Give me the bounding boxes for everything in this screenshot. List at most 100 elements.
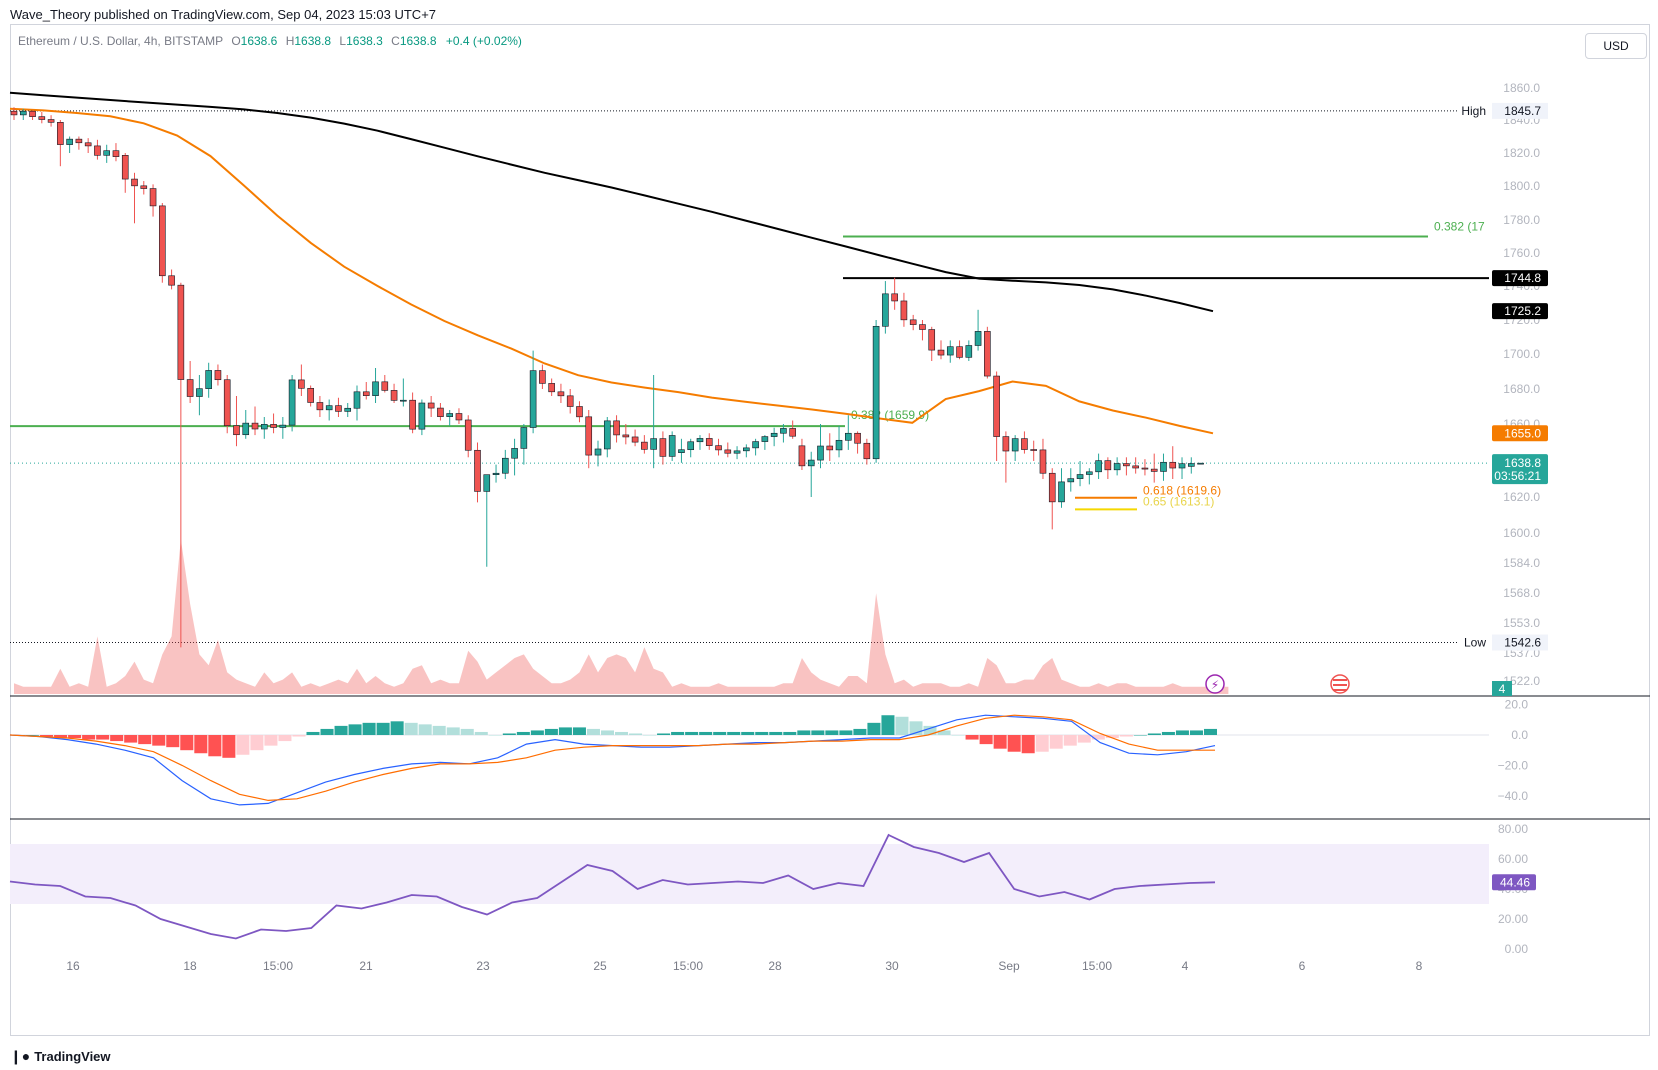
candle-body — [10, 110, 18, 116]
macd-histogram-bar — [516, 731, 530, 735]
candle-body — [1123, 463, 1130, 467]
macd-histogram-bar — [1147, 733, 1161, 735]
candle-body — [112, 150, 120, 157]
candle-body — [668, 435, 676, 457]
candle-body — [251, 422, 259, 430]
macd-histogram-bar — [1049, 735, 1063, 749]
macd-histogram-bar — [208, 735, 222, 757]
macd-histogram-bar — [811, 730, 825, 735]
macd-histogram-bar — [881, 715, 895, 735]
open-label: O — [231, 34, 241, 48]
macd-histogram-bar — [1105, 735, 1119, 739]
candle-body — [946, 346, 954, 356]
macd-histogram-bar — [152, 735, 166, 746]
candle-body — [724, 449, 732, 454]
candle-body — [1076, 474, 1084, 479]
time-tick-label: 6 — [1299, 959, 1306, 973]
candle-body — [956, 346, 963, 358]
us-flag-stripe — [1333, 679, 1347, 681]
macd-histogram-bar — [264, 735, 278, 746]
macd-histogram-bar — [1035, 735, 1049, 752]
footer-brand[interactable]: ❙● TradingView — [10, 1048, 111, 1065]
candle-body — [872, 325, 880, 460]
macd-histogram-bar — [292, 735, 306, 737]
macd-histogram-bar — [671, 731, 685, 735]
macd-histogram-bar — [1007, 735, 1021, 752]
candle-body — [372, 381, 379, 396]
ema-orange-value-bg — [1492, 425, 1548, 442]
candle-body — [94, 145, 101, 156]
candle-body — [974, 331, 982, 346]
time-tick-label: 15:00 — [263, 959, 293, 973]
candle-body — [576, 406, 583, 418]
candle-body — [1187, 463, 1195, 467]
macd-histogram-bar — [362, 722, 376, 735]
candle-body — [437, 407, 444, 417]
time-tick-label: 8 — [1416, 959, 1423, 973]
macd-histogram-bar — [390, 721, 404, 735]
candle-body — [594, 448, 602, 456]
candle-body — [279, 424, 287, 428]
candle-body — [205, 370, 212, 389]
macd-tick-label: −40.0 — [1498, 789, 1529, 803]
macd-histogram-bar — [839, 730, 853, 735]
candle-body — [1197, 462, 1204, 465]
macd-histogram-bar — [1161, 731, 1175, 735]
candle-body — [335, 405, 342, 412]
candle-body — [1002, 436, 1010, 452]
macd-histogram-bar — [769, 731, 783, 735]
candle-body — [418, 402, 426, 430]
candle-body — [103, 150, 110, 156]
candle-body — [687, 441, 695, 451]
time-tick-label: 28 — [768, 959, 782, 973]
candle-body — [770, 432, 778, 437]
high-label: High — [1461, 104, 1486, 118]
macd-histogram-bar — [222, 735, 236, 758]
symbol-label[interactable]: Ethereum / U.S. Dollar, 4h, BITSTAMP — [18, 34, 223, 48]
candle-body — [511, 448, 518, 459]
macd-histogram-bar — [96, 735, 110, 740]
candle-body — [900, 300, 908, 321]
candle-body — [1030, 449, 1037, 451]
candle-body — [362, 391, 370, 396]
candle-body — [1011, 438, 1019, 452]
candle-body — [696, 438, 704, 443]
resistance-value-bg — [1492, 270, 1548, 287]
time-tick-label: 15:00 — [1082, 959, 1112, 973]
volume-badge-bg — [1492, 681, 1512, 696]
macd-histogram-bar — [320, 728, 334, 735]
currency-button[interactable]: USD — [1585, 33, 1647, 59]
candle-body — [168, 275, 175, 286]
candle-body — [223, 379, 231, 426]
ma-black-value: 1725.2 — [1504, 304, 1541, 318]
macd-histogram-bar — [727, 731, 741, 735]
candle-body — [1067, 478, 1075, 483]
candle-body — [1178, 463, 1186, 469]
candle-body — [891, 293, 898, 302]
macd-histogram-bar — [853, 728, 867, 735]
candle-body — [659, 438, 667, 457]
rsi-value-bg — [1492, 874, 1536, 891]
candle-body — [298, 379, 305, 389]
macd-histogram-bar — [685, 731, 699, 735]
macd-histogram-bar — [250, 735, 264, 751]
candle-body — [1113, 463, 1121, 471]
macd-histogram-bar — [278, 735, 292, 742]
candle-body — [186, 379, 194, 397]
price-tick-label: 1600.0 — [1503, 526, 1540, 540]
candle-body — [1150, 468, 1158, 472]
macd-histogram-bar — [558, 727, 572, 735]
macd-histogram-bar — [418, 724, 432, 735]
candle-body — [798, 445, 806, 467]
macd-histogram-bar — [657, 733, 671, 735]
time-tick-label: 4 — [1182, 959, 1189, 973]
macd-histogram-bar — [334, 725, 348, 735]
candle-body — [1160, 461, 1167, 472]
candle-body — [121, 155, 129, 180]
price-tick-label: 1700.0 — [1503, 347, 1540, 361]
macd-histogram-bar — [937, 730, 951, 735]
price-tick-label: 1800.0 — [1503, 179, 1540, 193]
candle-body — [548, 383, 555, 393]
time-tick-label: 15:00 — [673, 959, 703, 973]
